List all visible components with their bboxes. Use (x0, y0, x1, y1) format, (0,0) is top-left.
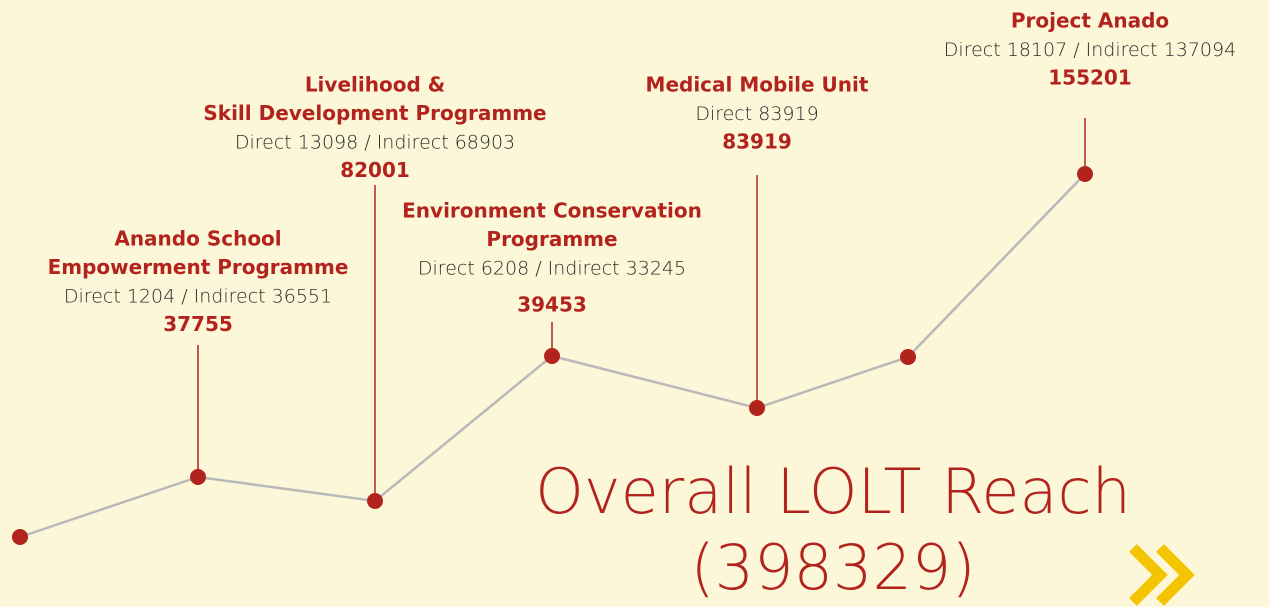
programme-detail: Direct 6208 / Indirect 33245 (418, 258, 686, 280)
programme-title: Livelihood & (305, 73, 445, 97)
programme-total: 37755 (163, 312, 233, 336)
point (12, 529, 28, 545)
point (749, 400, 765, 416)
overall-total: (398329) (690, 531, 975, 604)
programme-title: Environment Conservation (402, 199, 702, 223)
programme-title: Programme (486, 227, 617, 251)
programme-total: 155201 (1048, 66, 1132, 90)
programme-title: Empowerment Programme (48, 255, 349, 279)
point (544, 348, 560, 364)
programme-title: Project Anado (1011, 9, 1169, 33)
point (367, 493, 383, 509)
programme-detail: Direct 1204 / Indirect 36551 (64, 286, 332, 308)
programme-detail: Direct 13098 / Indirect 68903 (235, 132, 515, 154)
programme-title: Medical Mobile Unit (646, 73, 869, 97)
point (900, 349, 916, 365)
programme-total: 83919 (722, 130, 792, 154)
programme-total: 82001 (340, 158, 410, 182)
programme-total: 39453 (517, 293, 587, 317)
programme-title: Skill Development Programme (203, 101, 546, 125)
point (1077, 166, 1093, 182)
point (190, 469, 206, 485)
chevrons (1129, 544, 1195, 606)
programme-title: Anando School (114, 227, 281, 251)
overall-title: Overall LOLT Reach (535, 455, 1131, 528)
programme-detail: Direct 18107 / Indirect 137094 (944, 39, 1236, 61)
programme-detail: Direct 83919 (695, 103, 818, 125)
